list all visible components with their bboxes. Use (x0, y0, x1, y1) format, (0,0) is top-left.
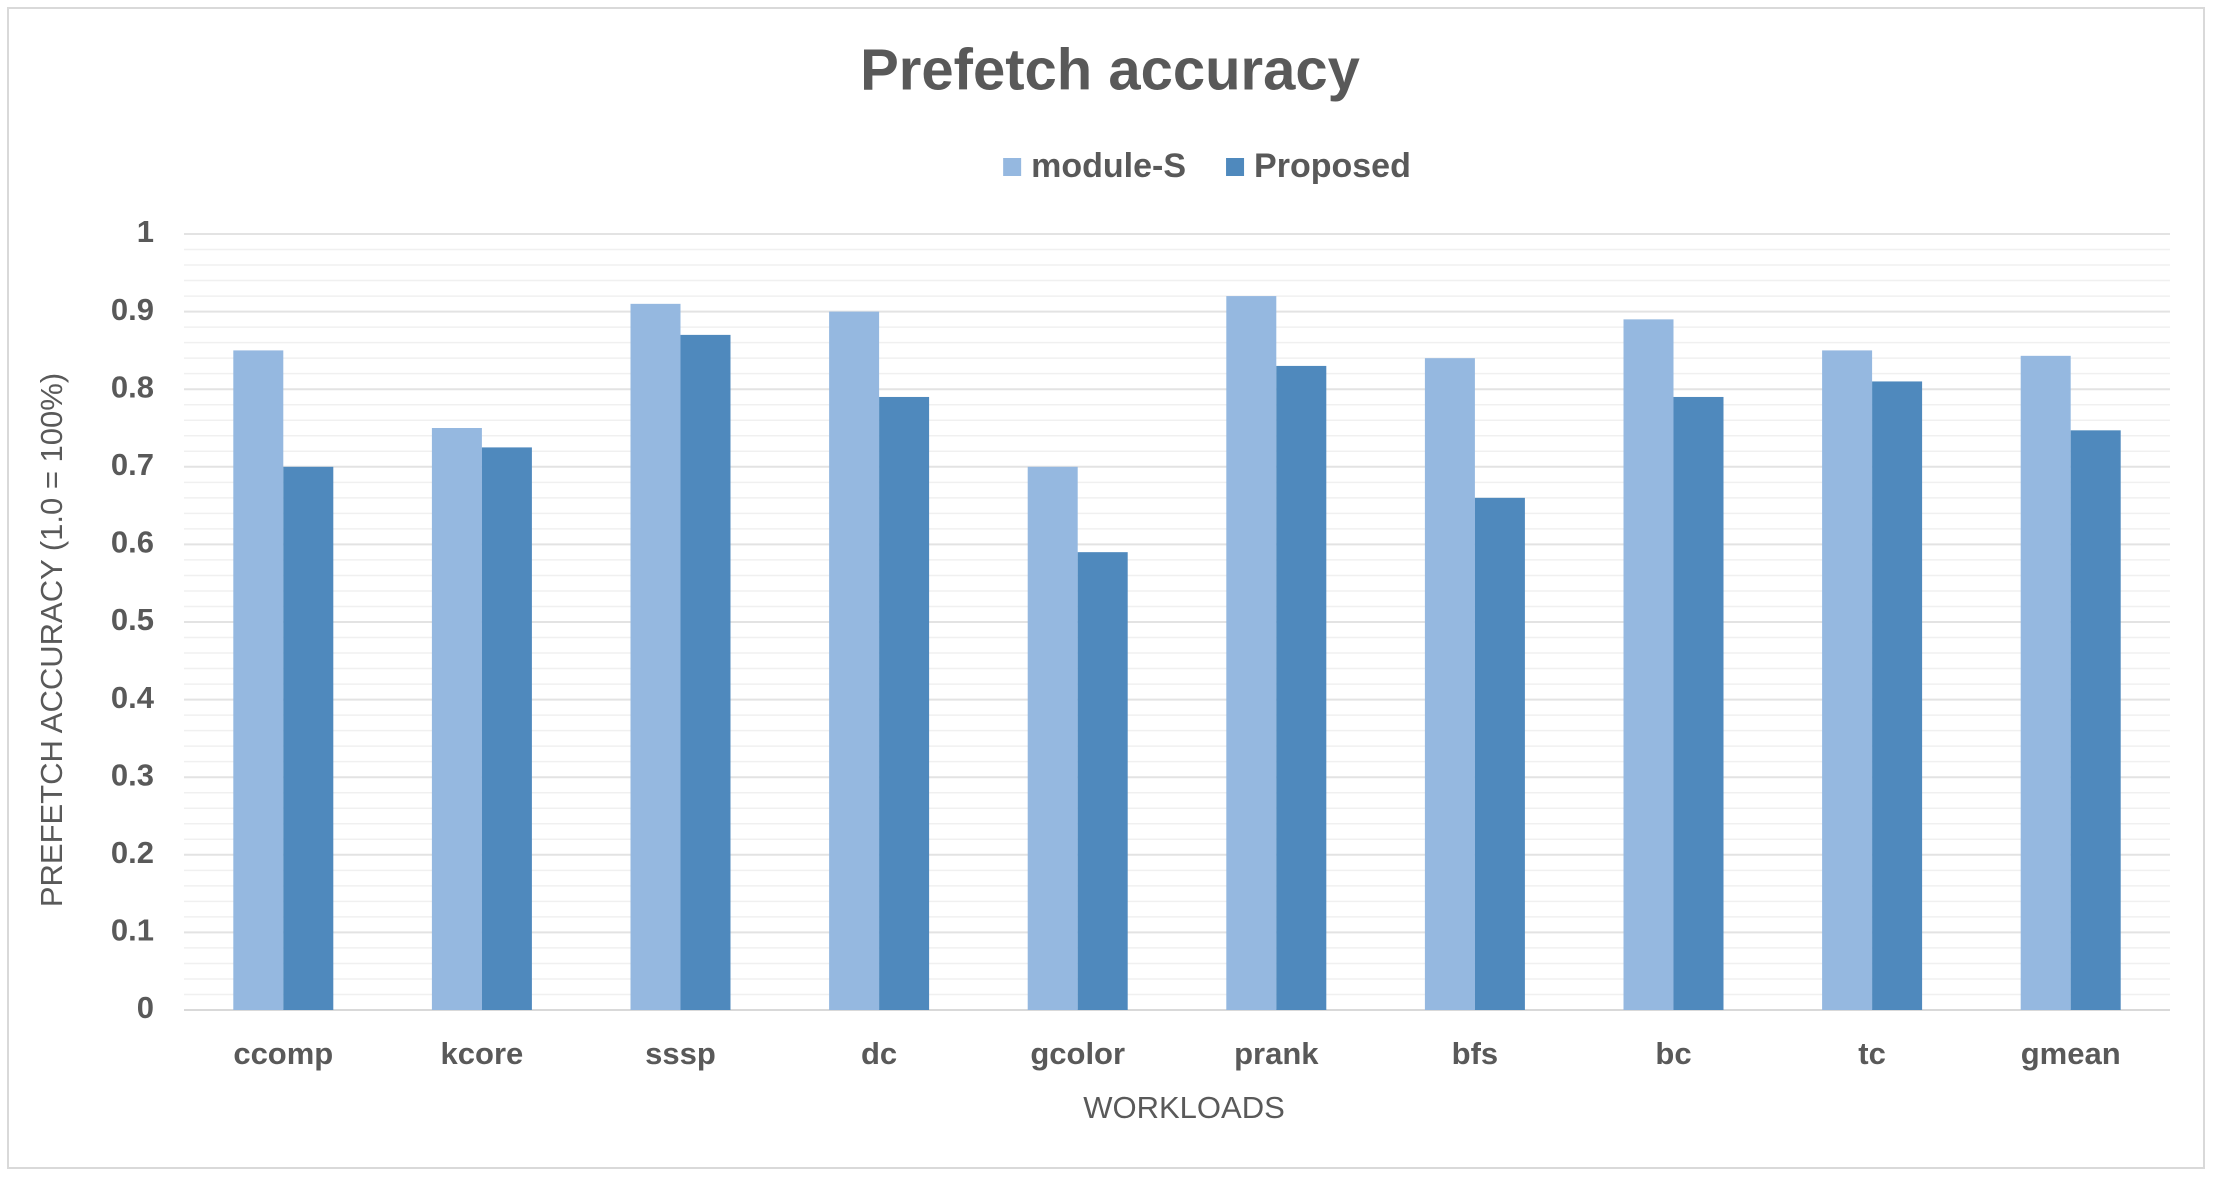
y-tick-label: 0.9 (111, 292, 154, 327)
bar (1623, 319, 1674, 1010)
chart-title: Prefetch accuracy (860, 37, 1360, 102)
bar (233, 350, 284, 1010)
y-tick-label: 0.3 (111, 757, 154, 792)
x-tick-label: sssp (645, 1036, 716, 1071)
y-tick-label: 0.5 (111, 602, 154, 637)
x-tick-label: ccomp (233, 1036, 333, 1071)
x-tick-label: dc (861, 1036, 897, 1071)
y-tick-label: 0.2 (111, 835, 154, 870)
bar (680, 334, 731, 1010)
legend-swatch (1003, 158, 1022, 176)
x-tick-label: bc (1655, 1036, 1691, 1071)
bar (2020, 355, 2071, 1010)
bar (1673, 396, 1724, 1011)
y-tick-label: 1 (137, 214, 154, 249)
legend-label: module-S (1031, 147, 1186, 185)
bar (1077, 552, 1128, 1010)
legend-label: Proposed (1254, 147, 1411, 185)
y-tick-label: 0.4 (111, 680, 155, 715)
bar (630, 303, 681, 1011)
y-tick-label: 0.1 (111, 913, 154, 948)
bar (431, 428, 482, 1010)
bar (829, 311, 880, 1011)
bar (1872, 381, 1923, 1010)
x-axis-title: WORKLOADS (1083, 1090, 1285, 1125)
bar (1474, 497, 1525, 1011)
y-tick-label: 0.8 (111, 369, 154, 404)
bar (1424, 358, 1475, 1010)
bar (1027, 466, 1078, 1010)
bar (2070, 430, 2121, 1010)
x-tick-label: gmean (2021, 1036, 2121, 1071)
bar (1822, 350, 1873, 1010)
y-tick-label: 0.7 (111, 447, 154, 482)
bar (481, 447, 532, 1010)
bar (879, 396, 930, 1011)
x-tick-label: tc (1858, 1036, 1886, 1071)
legend-swatch (1226, 158, 1245, 176)
bar (1276, 365, 1327, 1010)
x-tick-label: prank (1234, 1036, 1319, 1071)
bar (1226, 296, 1277, 1011)
x-tick-label: kcore (441, 1036, 524, 1071)
bar (283, 466, 334, 1010)
x-tick-label: gcolor (1030, 1036, 1125, 1071)
x-tick-label: bfs (1452, 1036, 1499, 1071)
y-axis-title: PREFETCH ACCURACY (1.0 = 100%) (34, 373, 69, 907)
y-tick-label: 0 (137, 990, 154, 1025)
y-tick-label: 0.6 (111, 525, 154, 560)
